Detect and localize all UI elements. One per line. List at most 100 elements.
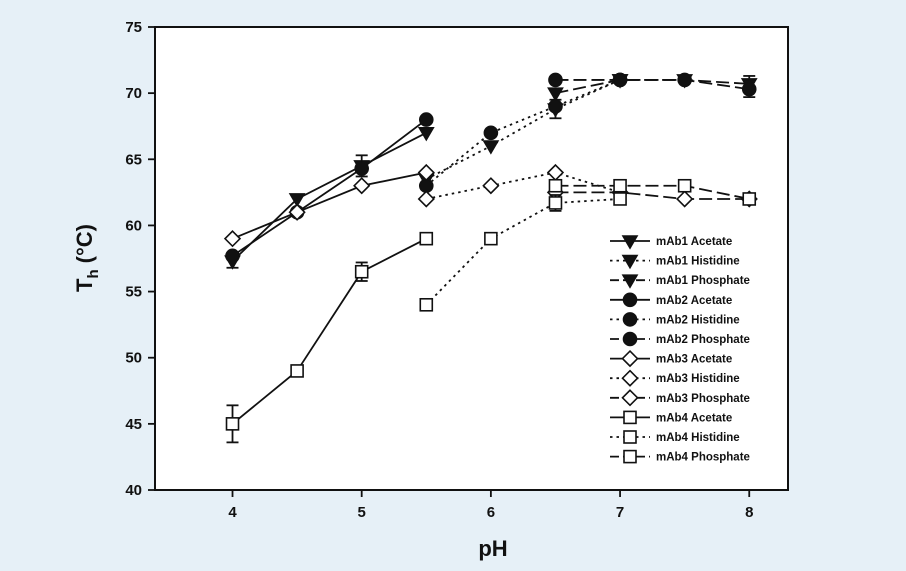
legend-marker: [621, 254, 639, 270]
series-line: [425, 79, 621, 187]
legend-label: mAb3 Acetate: [656, 354, 732, 366]
data-point: [742, 192, 757, 206]
legend-label: mAb2 Histidine: [656, 314, 740, 326]
data-point: [290, 364, 304, 378]
legend-item: mAb1 Acetate: [610, 235, 732, 250]
legend-marker: [623, 430, 637, 444]
data-point: [418, 112, 434, 127]
y-axis-title: Th (°C): [72, 224, 102, 292]
series-line: [231, 132, 427, 262]
data-point: [354, 264, 369, 279]
data-point: [613, 178, 627, 193]
series-line: [232, 118, 427, 257]
data-point: [417, 127, 435, 142]
legend-marker: [622, 312, 638, 327]
data-point: [482, 177, 500, 195]
y-tick-label: 60: [125, 217, 142, 234]
data-point: [548, 196, 563, 210]
series-line: [425, 198, 621, 306]
x-tick-label: 6: [487, 504, 495, 521]
data-point: [353, 177, 371, 195]
series-mab4-phosphate: [548, 178, 757, 206]
legend-label: mAb1 Acetate: [656, 236, 732, 248]
legend-marker: [621, 389, 639, 407]
data-point: [483, 125, 499, 141]
legend-marker: [621, 369, 639, 387]
legend-marker: [622, 331, 638, 347]
data-point: [417, 163, 435, 182]
legend-marker: [623, 449, 637, 464]
data-point: [484, 231, 498, 246]
series-mab4-acetate: [225, 231, 434, 444]
legend-label: mAb4 Phosphate: [656, 452, 750, 464]
legend-item: mAb1 Phosphate: [610, 274, 750, 289]
legend-item: mAb2 Acetate: [610, 292, 732, 308]
y-tick-label: 45: [125, 416, 142, 433]
data-point: [482, 140, 500, 155]
legend-marker: [622, 292, 638, 308]
y-tick-label: 55: [125, 284, 142, 301]
legend-item: mAb3 Phosphate: [610, 389, 750, 407]
legend-item: mAb3 Acetate: [610, 349, 732, 368]
legend-label: mAb2 Phosphate: [656, 334, 750, 346]
series-line: [555, 191, 750, 200]
legend-marker: [621, 235, 639, 250]
data-point: [676, 190, 694, 208]
series-mab3-acetate: [223, 163, 435, 248]
legend-label: mAb1 Phosphate: [656, 275, 750, 287]
x-tick-label: 4: [228, 504, 237, 521]
series-line: [555, 184, 750, 200]
series-line: [425, 79, 621, 180]
data-point: [677, 178, 692, 193]
y-tick-label: 50: [125, 350, 142, 367]
legend-label: mAb4 Acetate: [656, 412, 732, 424]
y-axis-title-symbol: T: [72, 278, 97, 292]
data-point: [288, 203, 306, 221]
data-point: [225, 417, 240, 431]
svg-text:Th(°C): Th (°C): [72, 224, 102, 292]
data-point: [677, 72, 692, 88]
legend-item: mAb2 Phosphate: [610, 331, 750, 347]
legend-item: mAb2 Histidine: [610, 312, 740, 327]
x-tick-label: 8: [745, 504, 753, 521]
data-point: [548, 99, 563, 114]
data-point: [548, 72, 563, 88]
series-line: [555, 79, 750, 91]
legend: mAb1 Acetate mAb1 Histidine mAb1 Phosphate…: [610, 235, 750, 464]
legend-item: mAb3 Histidine: [610, 369, 740, 387]
x-tick-label: 7: [616, 504, 624, 521]
legend-marker: [621, 274, 639, 289]
legend-marker: [621, 349, 639, 368]
series-mab2-phosphate: [548, 72, 757, 99]
data-point: [419, 231, 434, 246]
y-tick-label: 75: [125, 19, 142, 36]
legend-item: mAb4 Phosphate: [610, 449, 750, 464]
legend-marker: [623, 410, 637, 425]
data-point: [354, 161, 369, 176]
legend-label: mAb3 Phosphate: [656, 393, 750, 405]
y-tick-label: 40: [125, 482, 142, 499]
data-point: [613, 192, 627, 206]
plot-area: [154, 26, 789, 491]
series-layer: [223, 72, 758, 444]
legend-item: mAb4 Acetate: [610, 410, 732, 425]
data-point: [223, 230, 242, 248]
legend-label: mAb4 Histidine: [656, 432, 740, 444]
data-point: [418, 178, 434, 194]
legend-label: mAb2 Acetate: [656, 295, 732, 307]
y-axis-title-subscript: h: [85, 269, 102, 278]
y-axis-title-unit: (°C): [72, 224, 97, 263]
data-point: [547, 87, 564, 102]
data-point: [548, 178, 563, 193]
data-point: [288, 193, 306, 208]
x-tick-label: 5: [358, 504, 366, 521]
data-point: [612, 72, 628, 88]
series-line: [426, 171, 621, 200]
data-point: [419, 297, 434, 312]
data-point: [225, 248, 240, 264]
legend-label: mAb3 Histidine: [656, 373, 740, 385]
y-tick-label: 65: [125, 151, 142, 168]
series-mab4-histidine: [419, 192, 627, 312]
